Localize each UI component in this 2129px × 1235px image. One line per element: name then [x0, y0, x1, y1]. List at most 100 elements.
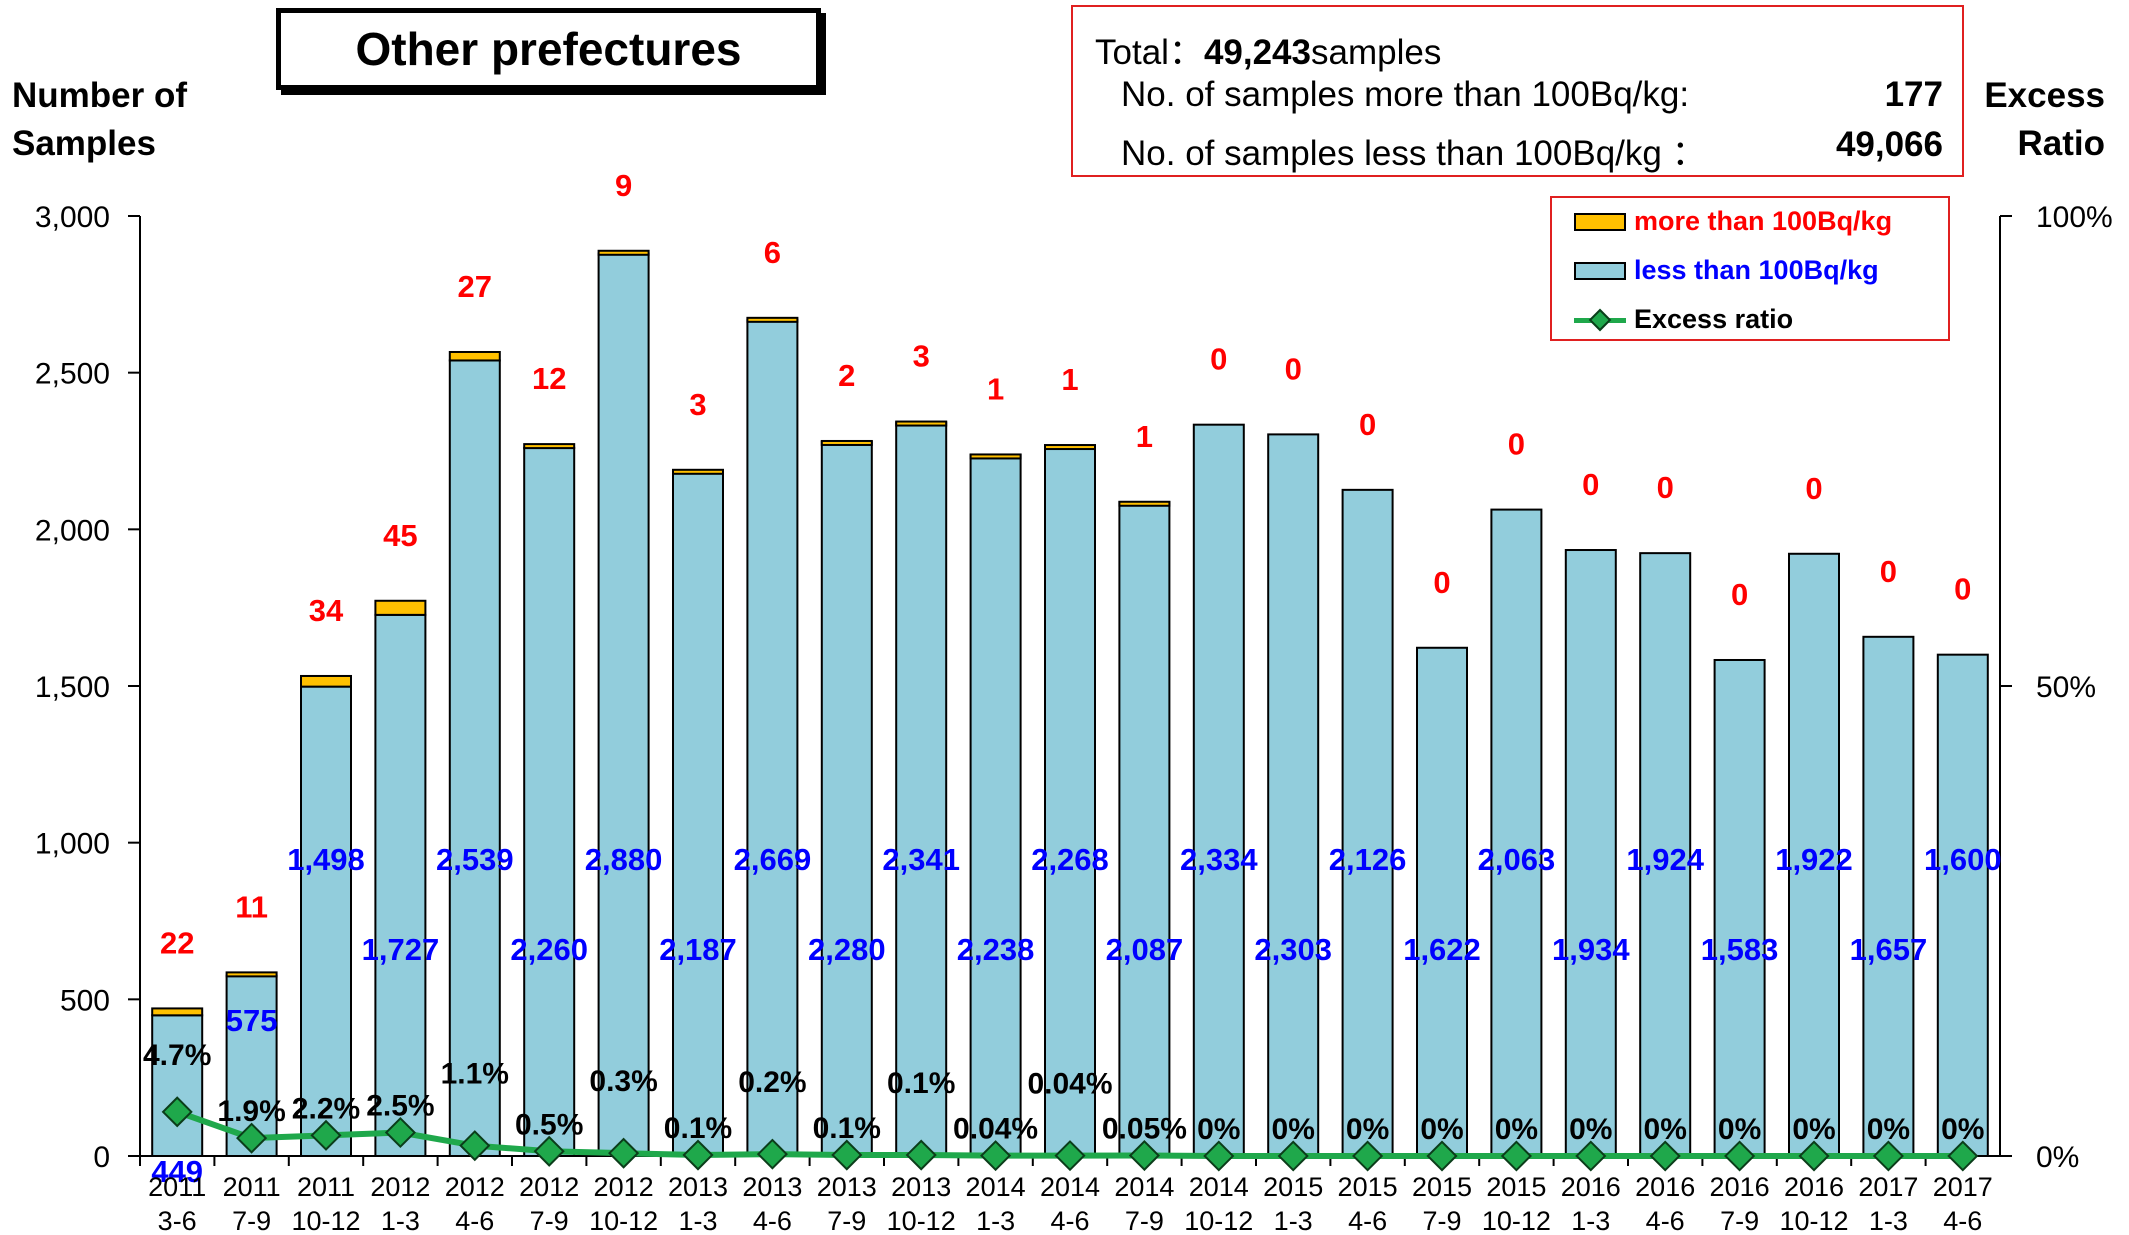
bar-less — [1341, 488, 1394, 1157]
x-tick-label-year: 2014 — [966, 1172, 1026, 1202]
legend-swatch-more — [1574, 212, 1626, 231]
more-value-label: 0 — [1285, 351, 1302, 386]
bar-more — [746, 316, 799, 323]
bar-more — [225, 971, 278, 978]
ratio-point — [980, 1140, 1012, 1172]
less-value-label: 2,334 — [1180, 842, 1258, 877]
less-value-label: 2,880 — [585, 842, 663, 877]
legend-label-ratio: Excess ratio — [1634, 304, 1794, 334]
more-value-label: 1 — [1061, 362, 1078, 397]
more-value-label: 0 — [1210, 342, 1227, 377]
y-right-title-line1: Excess — [1984, 76, 2105, 115]
y-left-title-line2: Samples — [12, 124, 156, 163]
bar-less — [300, 685, 352, 1157]
ratio-value-label: 0.1% — [887, 1067, 955, 1100]
bar-less — [820, 440, 873, 1158]
bar-less — [1862, 635, 1915, 1157]
bar-more — [300, 674, 352, 688]
x-tick-label-period: 7-9 — [1720, 1206, 1759, 1235]
ratio-point — [1798, 1140, 1830, 1172]
ratio-point — [459, 1130, 491, 1162]
x-tick-label-year: 2011 — [297, 1172, 355, 1202]
legend-item-ratio: Excess ratio — [1574, 304, 1793, 335]
summary-less-label: No. of samples less than 100Bq/kg ： — [1121, 134, 1707, 173]
x-tick-label-period: 10-12 — [589, 1206, 658, 1235]
bar-more — [672, 468, 724, 475]
y-tick-label: 1,500 — [35, 671, 110, 704]
ratio-value-label: 0.2% — [738, 1066, 806, 1099]
more-value-label: 45 — [383, 518, 417, 553]
more-value-label: 0 — [1582, 467, 1599, 502]
less-value-label: 1,622 — [1403, 932, 1481, 967]
summary-more-value: 177 — [1884, 75, 1943, 114]
legend-label-more: more than 100Bq/kg — [1634, 206, 1893, 236]
more-value-label: 22 — [160, 925, 194, 960]
ratio-point — [1575, 1140, 1607, 1172]
bar-less — [746, 318, 799, 1158]
ratio-point — [831, 1139, 863, 1171]
x-tick-label-period: 1-3 — [1869, 1206, 1908, 1235]
ratio-point — [161, 1096, 193, 1128]
summary-less-value: 49,066 — [1835, 125, 1943, 164]
x-tick-label-period: 7-9 — [827, 1206, 866, 1235]
x-tick-label-year: 2013 — [742, 1172, 802, 1202]
less-value-label: 1,657 — [1850, 932, 1928, 967]
y2-tick-label: 0% — [2036, 1141, 2079, 1174]
y2-tick-label: 50% — [2036, 671, 2096, 704]
less-value-label: 2,268 — [1031, 842, 1109, 877]
legend-item-more: more than 100Bq/kg — [1574, 206, 1892, 237]
x-tick-label-year: 2015 — [1412, 1172, 1472, 1202]
ratio-point — [236, 1122, 268, 1154]
bar-less — [597, 252, 650, 1158]
bar-less — [523, 446, 576, 1158]
bar-less — [1192, 423, 1245, 1157]
x-tick-label-year: 2011 — [223, 1172, 281, 1202]
bar-less — [1936, 653, 1989, 1158]
x-tick-label-period: 7-9 — [1125, 1206, 1164, 1235]
y-tick-label: 2,500 — [35, 358, 110, 391]
less-value-label: 2,238 — [957, 932, 1035, 967]
x-tick-label-period: 10-12 — [1779, 1206, 1848, 1235]
x-tick-label-period: 4-6 — [1943, 1206, 1982, 1235]
less-value-label: 1,934 — [1552, 932, 1630, 967]
y-tick-label: 2,000 — [35, 514, 110, 547]
x-tick-label-period: 1-3 — [976, 1206, 1015, 1235]
x-tick-label-period: 1-3 — [678, 1206, 717, 1235]
ratio-point — [1947, 1140, 1979, 1172]
ratio-value-label: 0.3% — [589, 1065, 657, 1098]
x-tick-label-period: 4-6 — [753, 1206, 792, 1235]
less-value-label: 2,126 — [1329, 842, 1407, 877]
bar-less — [1267, 433, 1320, 1158]
ratio-point — [756, 1138, 788, 1170]
x-tick-label-year: 2016 — [1710, 1172, 1770, 1202]
less-value-label: 2,303 — [1254, 932, 1332, 967]
bar-less — [1118, 501, 1171, 1158]
more-value-label: 0 — [1880, 554, 1897, 589]
ratio-point — [384, 1116, 416, 1149]
less-value-label: 1,600 — [1924, 842, 2002, 877]
x-tick-label-year: 2017 — [1858, 1172, 1918, 1202]
more-value-label: 0 — [1657, 470, 1674, 505]
more-value-label: 6 — [764, 235, 781, 270]
less-value-label: 1,498 — [287, 842, 365, 877]
less-value-label: 2,539 — [436, 842, 514, 877]
x-tick-label-year: 2016 — [1635, 1172, 1695, 1202]
legend-swatch-less — [1574, 261, 1626, 280]
bar-more — [895, 420, 948, 427]
x-tick-label-year: 2011 — [148, 1172, 206, 1202]
summary-total-label: Total： — [1095, 33, 1204, 72]
bar-less — [1490, 508, 1543, 1157]
x-tick-label-period: 7-9 — [530, 1206, 569, 1235]
bar-more — [523, 443, 576, 450]
more-value-label: 1 — [1136, 419, 1153, 454]
ratio-point — [1872, 1140, 1904, 1172]
bar-less — [448, 359, 501, 1157]
x-tick-label-year: 2017 — [1933, 1172, 1993, 1202]
less-value-label: 575 — [226, 1003, 278, 1038]
less-value-label: 449 — [151, 1154, 203, 1189]
summary-total-unit: samples — [1311, 33, 1442, 72]
less-value-label: 2,087 — [1106, 932, 1184, 967]
summary-more-label: No. of samples more than 100Bq/kg: — [1121, 75, 1690, 114]
chart-title-text: Other prefectures — [355, 23, 742, 75]
